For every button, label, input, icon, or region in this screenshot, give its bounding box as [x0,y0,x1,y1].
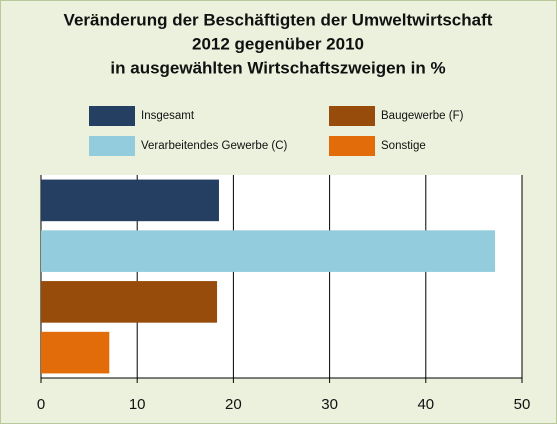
chart-title: 2012 gegenüber 2010 [192,34,364,53]
legend-label: Insgesamt [141,110,195,122]
legend-label: Baugewerbe (F) [381,110,464,122]
legend-label: Verarbeitendes Gewerbe (C) [141,140,288,152]
legend-label: Sonstige [381,140,426,152]
bar [41,179,219,222]
legend-swatch [89,136,135,156]
bar [41,230,496,272]
x-tick-label: 50 [514,396,531,413]
legend-swatch [329,136,375,156]
x-tick-label: 10 [129,396,146,413]
x-tick-label: 0 [37,396,45,413]
chart-title: in ausgewählten Wirtschaftszweigen in % [110,58,445,77]
x-tick-label: 30 [321,396,338,413]
x-tick-label: 40 [417,396,434,413]
x-tick-label: 20 [225,396,242,413]
bar [41,331,110,374]
legend-swatch [329,106,375,126]
legend-swatch [89,106,135,126]
bar [41,281,218,323]
chart-title: Veränderung der Beschäftigten der Umwelt… [64,10,493,29]
